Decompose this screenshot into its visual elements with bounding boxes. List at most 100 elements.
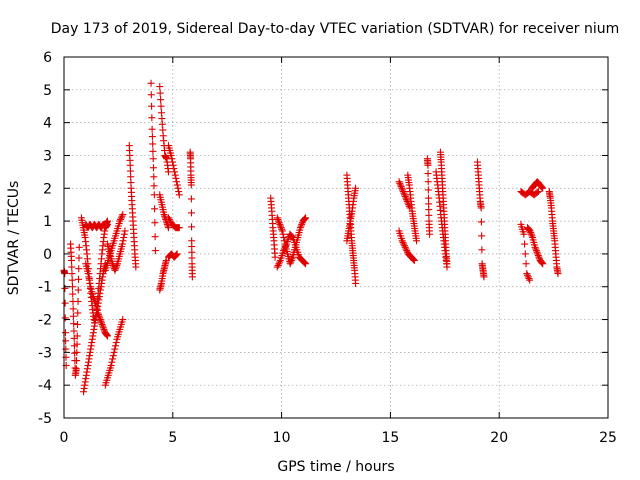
data-point [104,220,112,228]
data-point [396,181,404,189]
data-point [301,259,309,267]
data-point [281,243,289,251]
data-point [84,270,92,278]
data-point [157,96,165,104]
data-point [531,243,539,251]
data-point [523,270,531,278]
data-point [61,284,69,292]
data-point [399,186,407,194]
data-point [172,252,180,260]
data-point [533,248,541,256]
y-tick-label: 3 [43,148,52,164]
data-point [61,329,69,337]
data-point [300,258,308,266]
data-point [61,299,69,307]
y-tick-label: -4 [38,378,52,394]
data-point [149,147,157,155]
data-point [300,215,308,223]
data-point [521,250,529,258]
data-point [97,317,105,325]
data-point [287,256,295,264]
data-point [73,340,81,348]
data-point [117,214,125,222]
data-point [276,220,284,228]
data-point [68,283,76,291]
data-point [271,253,279,261]
grid-lines [64,57,608,418]
data-point [150,173,158,181]
data-point [402,245,410,253]
data-point [116,217,124,225]
data-point [69,290,77,298]
data-point [537,258,545,266]
axis-ticks [63,56,609,419]
data-point [67,256,75,264]
data-point [147,91,155,99]
data-point [120,230,128,238]
data-point [170,165,178,173]
data-point [276,258,284,266]
data-point [274,215,282,223]
data-point [85,276,93,284]
data-point [534,250,542,258]
data-point [68,270,76,278]
data-point [520,230,528,238]
data-point [522,260,530,268]
data-point [157,102,165,110]
data-point [96,316,104,324]
x-tick-label: 5 [168,430,177,446]
y-tick-label: 6 [43,50,52,66]
data-points [60,79,562,396]
data-point [171,171,179,179]
data-point [103,331,111,339]
data-point [90,296,98,304]
data-point [539,184,547,192]
data-point [121,227,129,235]
data-point [537,183,545,191]
data-point [477,204,485,212]
data-point [352,279,360,287]
data-point [112,265,120,273]
data-point [91,297,99,305]
data-point [70,320,78,328]
data-point [188,273,196,281]
y-axis-title: SDTVAR / TECUs [6,181,22,296]
data-point [97,319,105,327]
data-point [302,214,310,222]
data-point [526,227,534,235]
data-point [298,220,306,228]
data-point [109,352,117,360]
data-point [61,270,69,278]
data-point [151,219,159,227]
data-point [62,345,70,353]
data-point [410,256,418,264]
data-point [539,260,547,268]
data-point [398,184,406,192]
data-point [96,314,104,322]
data-point [534,188,542,196]
data-point [112,339,120,347]
data-point [117,215,125,223]
data-point [86,279,94,287]
data-point [85,273,93,281]
data-point [400,240,408,248]
data-point [280,247,288,255]
data-point [150,182,158,190]
data-point [171,168,179,176]
data-point [533,188,541,196]
data-point [424,161,432,169]
data-point [275,260,283,268]
data-point [111,345,119,353]
data-point [74,309,82,317]
data-point [443,260,451,268]
data-point [187,181,195,189]
data-point [104,332,112,340]
data-point [403,247,411,255]
y-tick-label: 4 [43,116,52,132]
data-point [107,361,115,369]
x-tick-labels: 0 5 10 15 20 25 [60,430,617,446]
data-point [399,188,407,196]
data-point [119,316,127,324]
data-point [478,232,486,240]
data-point [112,263,120,271]
